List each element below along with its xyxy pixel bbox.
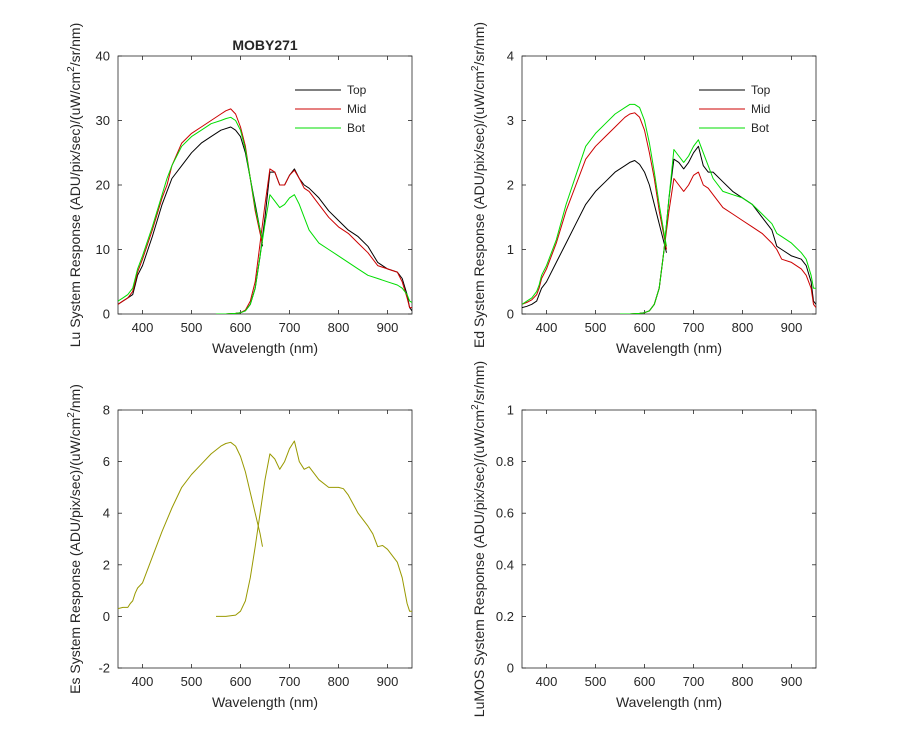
x-tick-label: 500 [585,674,607,689]
y-tick-label: 10 [96,242,110,257]
y-tick-label: 0 [507,307,514,322]
panel-ed: 400 500 600 700 800 900 0 1 2 3 4 Wavelength (nm) Ed… [470,22,817,356]
legend: Top Mid Bot [295,83,367,135]
x-axis-label: Wavelength (nm) [616,694,722,710]
y-tick-label: 8 [103,403,110,418]
y-tick-label: 30 [96,113,110,128]
x-tick-label: 600 [230,320,252,335]
x-tick-label: 600 [634,320,656,335]
y-tick-label: 1 [507,403,514,418]
y-tick-label: 0 [507,661,514,676]
y-axis-label: Ed System Response (ADU/pix/sec)/(uW/cm2… [470,22,487,348]
panel-lumos: 400 500 600 700 800 900 0 0.2 0.4 0.6 0.8 1 Waveleng… [470,361,817,717]
x-tick-label: 800 [328,320,350,335]
x-tick-label: 800 [328,674,350,689]
y-tick-label: 0.8 [496,454,514,469]
y-tick-label: 6 [103,454,110,469]
plot-area-lumos [521,409,817,669]
legend: Top Mid Bot [699,83,771,135]
x-tick-label: 800 [732,674,754,689]
legend-label-bot: Bot [347,121,366,135]
series-line-mid-seg1 [522,112,667,305]
x-tick-label: 900 [781,674,803,689]
y-axis-label: Es System Response (ADU/pix/sec)/(uW/cm2… [66,384,83,694]
y-tick-label: 3 [507,113,514,128]
series-line-top-seg1 [522,160,667,309]
x-tick-label: 700 [279,320,301,335]
legend-label-bot: Bot [751,121,770,135]
series-line-bot-seg2 [620,139,816,314]
x-axis-label: Wavelength (nm) [212,340,318,356]
y-tick-label: 4 [507,49,514,64]
series-line-bot-seg2 [216,194,412,314]
x-tick-label: 900 [377,674,399,689]
y-tick-label: -2 [98,661,110,676]
x-tick-label: 500 [181,674,203,689]
series-line-es-seg1 [118,441,263,610]
x-tick-label: 700 [683,674,705,689]
x-tick-label: 500 [585,320,607,335]
x-tick-label: 900 [377,320,399,335]
y-tick-label: 0 [103,307,110,322]
chart-title: MOBY271 [232,37,298,53]
x-tick-label: 600 [230,674,252,689]
series-line-mid-seg2 [216,168,412,314]
x-tick-label: 700 [683,320,705,335]
y-tick-label: 1 [507,242,514,257]
y-tick-label: 2 [507,178,514,193]
y-tick-label: 0 [103,609,110,624]
x-tick-label: 400 [536,674,558,689]
x-tick-label: 600 [634,674,656,689]
panel-es: 400 500 600 700 800 900 -2 0 2 4 6 8 Wavelength (nm)… [66,384,413,710]
x-tick-label: 400 [536,320,558,335]
y-tick-label: 2 [103,557,110,572]
y-axis-label: LuMOS System Response (ADU/pix/sec)/(uW/… [470,361,487,717]
x-tick-label: 800 [732,320,754,335]
plot-area-ed [521,55,817,315]
x-tick-label: 700 [279,674,301,689]
legend-label-mid: Mid [751,102,770,116]
series-line-mid-seg1 [118,108,263,305]
y-tick-label: 20 [96,178,110,193]
plot-area-es [117,409,413,669]
y-tick-label: 0.6 [496,506,514,521]
legend-label-mid: Mid [347,102,366,116]
series-line-bot-seg1 [118,116,263,302]
x-tick-label: 400 [132,674,154,689]
y-tick-label: 40 [96,49,110,64]
y-axis-label: Lu System Response (ADU/pix/sec)/(uW/cm2… [66,23,83,348]
series-line-bot-seg1 [522,103,667,305]
y-tick-label: 4 [103,506,110,521]
series-line-es-seg2 [216,440,412,617]
y-tick-label: 0.4 [496,557,514,572]
x-axis-label: Wavelength (nm) [616,340,722,356]
x-tick-label: 400 [132,320,154,335]
x-tick-label: 500 [181,320,203,335]
x-tick-label: 900 [781,320,803,335]
legend-label-top: Top [751,83,771,97]
y-tick-label: 0.2 [496,609,514,624]
legend-label-top: Top [347,83,367,97]
panel-lu: 400 500 600 700 800 900 0 10 20 30 40 Wavelength (n… [66,23,413,356]
x-axis-label: Wavelength (nm) [212,694,318,710]
